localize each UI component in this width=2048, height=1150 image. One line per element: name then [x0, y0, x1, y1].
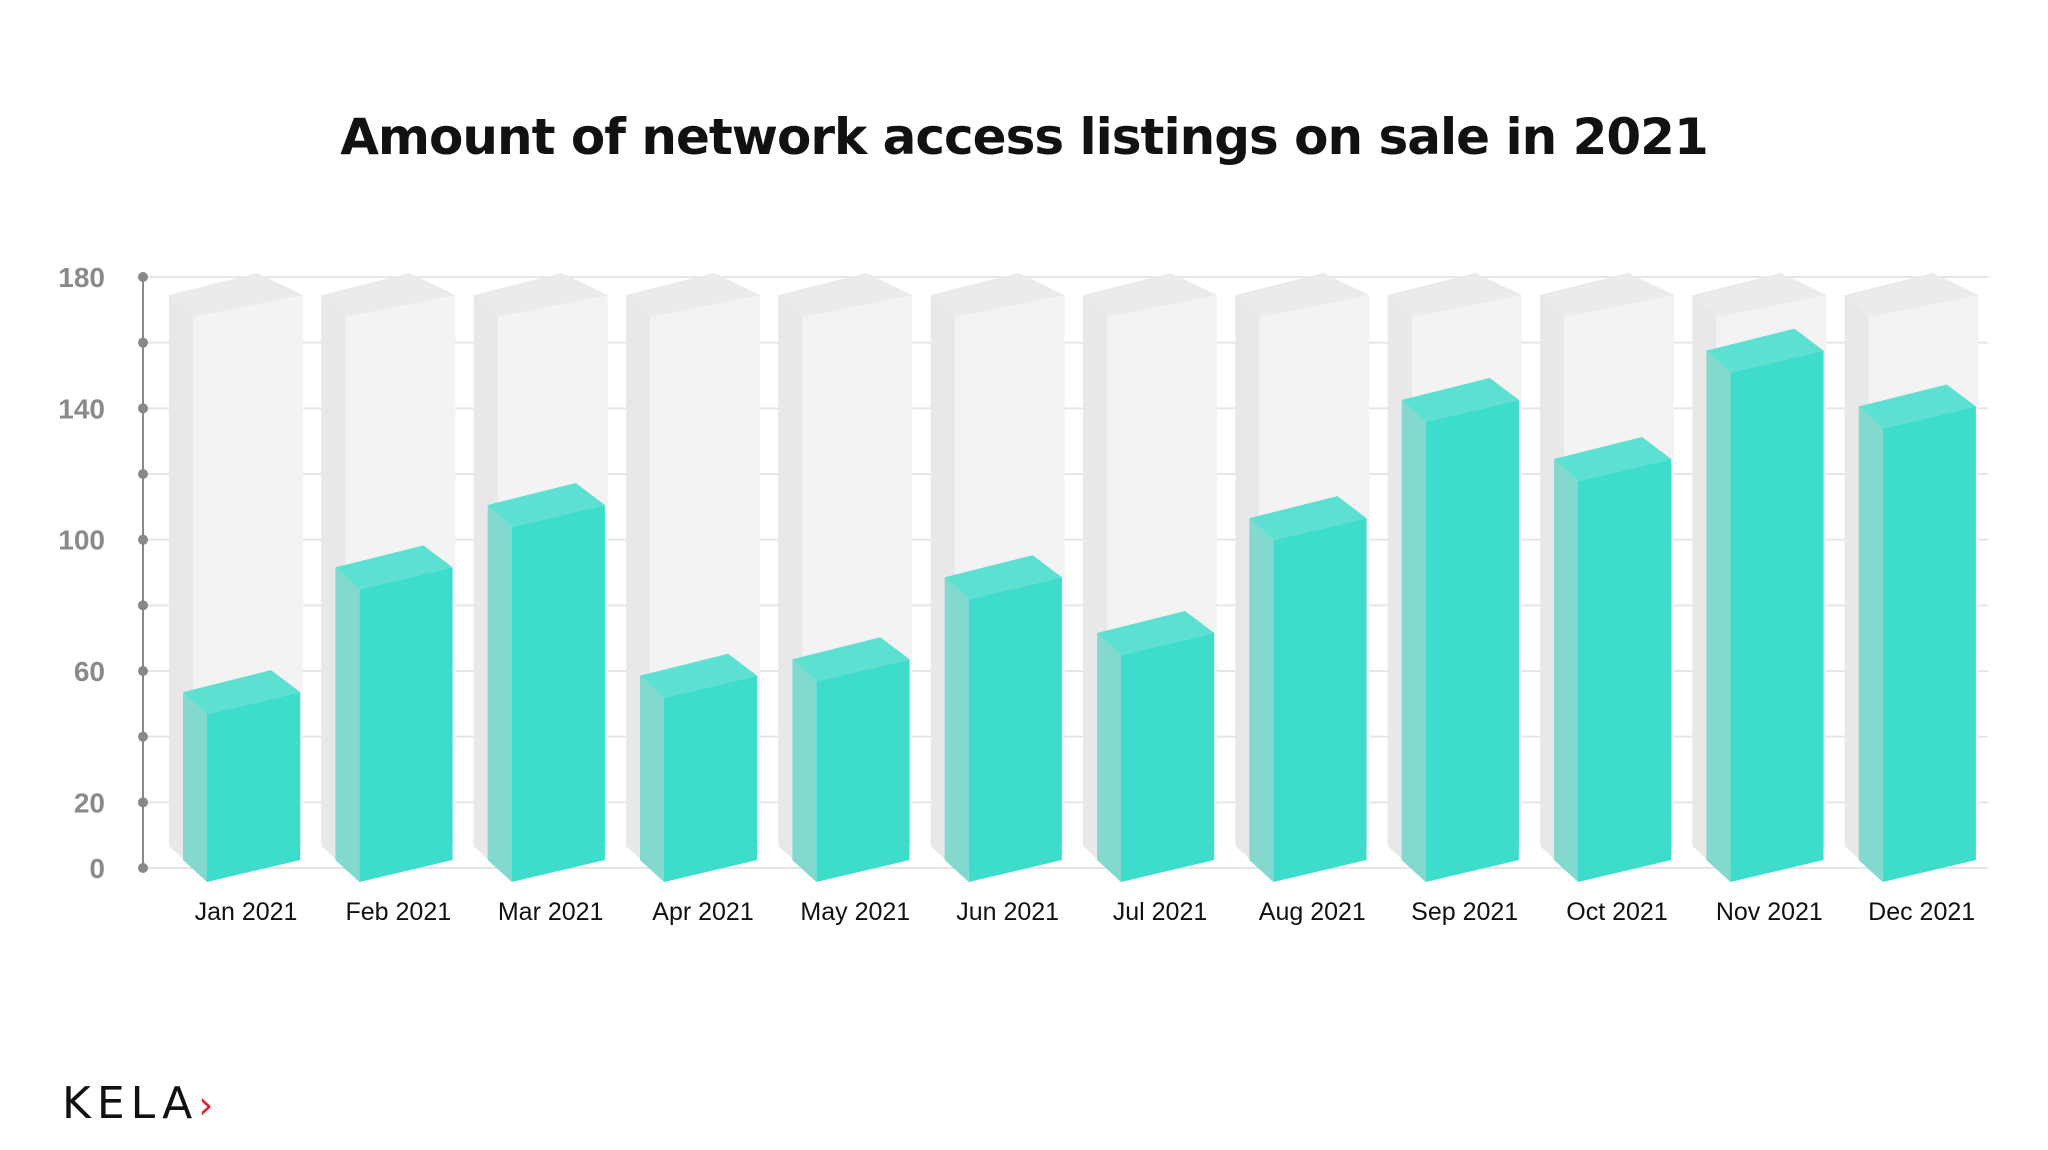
- bar-top: [1097, 611, 1215, 656]
- bar-top: [640, 653, 758, 698]
- bar-group: Apr 2021: [626, 273, 760, 926]
- y-tick-dot: [138, 731, 148, 742]
- ghost-column-top: [473, 273, 608, 317]
- bar-top: [1858, 384, 1976, 429]
- ghost-column-top: [321, 273, 456, 317]
- y-tick-label: 20: [74, 787, 105, 818]
- bar-side: [1401, 399, 1426, 882]
- bar: [816, 659, 910, 882]
- bar-top: [792, 637, 910, 682]
- bar-side: [1706, 350, 1731, 883]
- x-tick-label: Oct 2021: [1566, 898, 1667, 926]
- bar-group: Jan 2021: [169, 273, 303, 926]
- bar-side: [1858, 406, 1883, 882]
- y-tick-label: 180: [58, 262, 105, 293]
- bar-group: Dec 2021: [1844, 273, 1979, 926]
- bar-top: [487, 482, 605, 527]
- x-tick-label: Aug 2021: [1259, 898, 1366, 926]
- ghost-column-top: [1692, 273, 1827, 317]
- y-tick-dot: [138, 403, 148, 414]
- y-tick-dot: [138, 600, 148, 611]
- bar-top: [1706, 328, 1824, 373]
- y-tick-dot: [138, 863, 148, 873]
- x-tick-label: Apr 2021: [652, 898, 753, 926]
- y-tick-dot: [138, 337, 148, 348]
- bar-group: Sep 2021: [1387, 273, 1522, 926]
- bar-group: Mar 2021: [473, 273, 608, 926]
- x-tick-label: Mar 2021: [498, 898, 604, 926]
- bar: [968, 577, 1062, 882]
- ghost-column-top: [626, 273, 760, 317]
- bar-top: [335, 545, 453, 590]
- y-tick-label: 100: [58, 525, 105, 556]
- bar-top: [944, 555, 1062, 600]
- bar: [207, 692, 301, 882]
- bar-side: [1097, 633, 1121, 882]
- ghost-column-top: [930, 273, 1065, 317]
- bar-group: Feb 2021: [321, 273, 456, 926]
- ghost-column-top: [1235, 273, 1370, 317]
- x-tick-label: Sep 2021: [1411, 898, 1518, 926]
- bar: [359, 567, 453, 882]
- bar-side: [1554, 459, 1578, 882]
- bar: [1882, 406, 1976, 882]
- bar: [1425, 399, 1519, 882]
- y-tick-dot: [138, 272, 148, 282]
- bar: [664, 675, 758, 882]
- ghost-column-top: [1540, 273, 1674, 317]
- y-tick-label: 140: [58, 393, 105, 424]
- kela-logo: KELA›: [62, 1078, 219, 1129]
- bar-group: Aug 2021: [1235, 273, 1370, 926]
- ghost-column-top: [1387, 273, 1522, 317]
- bar-top: [1554, 437, 1672, 482]
- logo-mark-icon: ›: [198, 1083, 220, 1127]
- bar-group: May 2021: [778, 273, 913, 926]
- bar-side: [1249, 518, 1274, 882]
- bar-side: [335, 567, 360, 882]
- y-tick-label: 0: [89, 853, 105, 884]
- y-tick-dot: [138, 797, 148, 808]
- y-tick-dot: [138, 469, 148, 479]
- bar-group: Jun 2021: [930, 273, 1065, 926]
- ghost-column-top: [1083, 273, 1217, 317]
- x-tick-label: May 2021: [800, 898, 910, 926]
- bar: [1273, 518, 1367, 882]
- x-tick-label: Jun 2021: [956, 898, 1059, 926]
- bar-top: [1401, 377, 1519, 422]
- bar-side: [792, 659, 817, 882]
- x-tick-label: Jul 2021: [1113, 898, 1208, 926]
- y-tick-dot: [138, 666, 148, 676]
- chart-title: Amount of network access listings on sal…: [340, 108, 1709, 166]
- ghost-column-top: [778, 273, 913, 317]
- bar-side: [487, 504, 512, 882]
- bar: [511, 504, 605, 882]
- x-tick-label: Nov 2021: [1716, 898, 1823, 926]
- x-tick-label: Feb 2021: [346, 898, 452, 926]
- bar-group: Jul 2021: [1083, 273, 1217, 926]
- y-tick-dot: [138, 534, 148, 545]
- y-tick-label: 60: [74, 656, 105, 687]
- bar-top: [183, 670, 301, 715]
- x-tick-label: Jan 2021: [195, 898, 298, 926]
- bar-side: [183, 692, 207, 882]
- bar-side: [640, 675, 664, 882]
- bar-group: Nov 2021: [1692, 273, 1827, 926]
- bar: [1121, 633, 1215, 882]
- bar: [1730, 350, 1824, 883]
- bar-top: [1249, 496, 1367, 541]
- bar-group: Oct 2021: [1540, 273, 1674, 926]
- x-tick-label: Dec 2021: [1868, 898, 1975, 926]
- ghost-column-top: [1844, 273, 1979, 317]
- bar-side: [944, 577, 969, 882]
- bar: [1578, 459, 1672, 882]
- logo-text: KELA: [62, 1078, 199, 1129]
- ghost-column-top: [169, 273, 303, 317]
